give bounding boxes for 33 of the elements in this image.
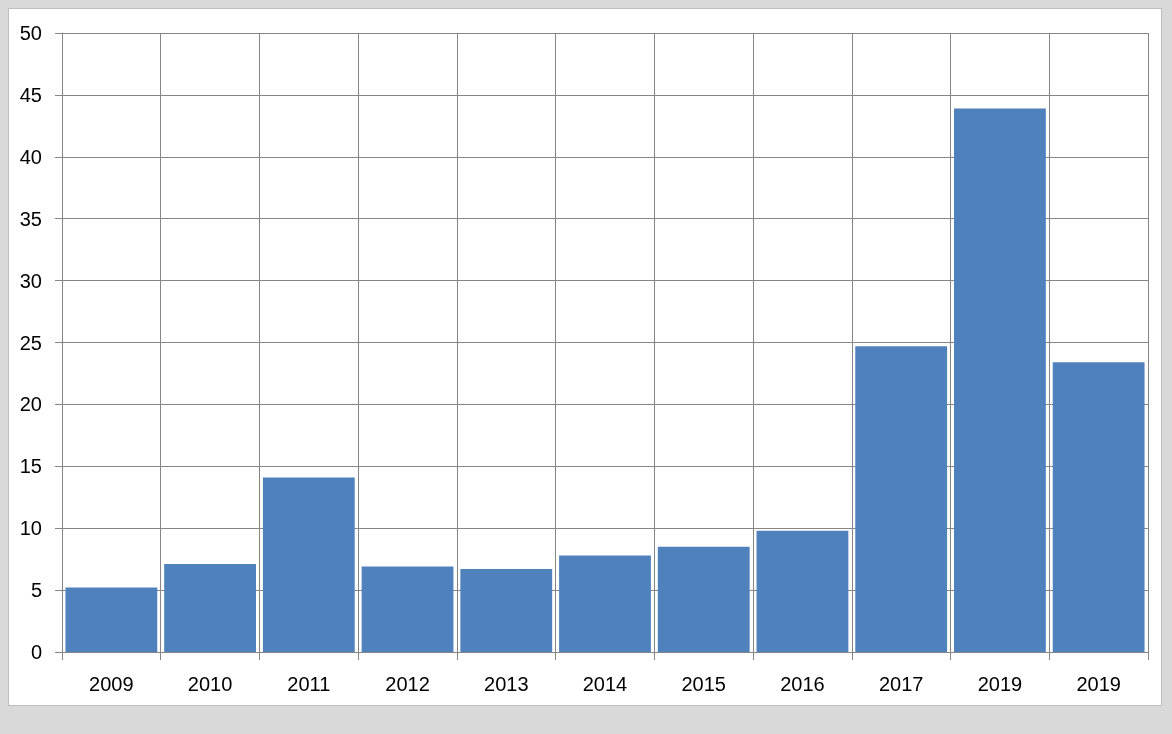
y-tick-label: 35 [19,207,42,230]
bar [657,546,750,652]
x-tick-label: 2012 [385,673,430,695]
y-tick-label: 20 [19,393,42,416]
bar [954,108,1046,652]
bar [164,564,256,652]
bar [756,530,849,652]
x-tick-label: 2009 [89,673,134,695]
y-tick-label: 15 [19,455,42,478]
y-tick-label: 25 [19,331,42,354]
y-tick-label: 45 [19,83,42,106]
y-tick-label: 40 [19,145,42,168]
bar [1052,362,1145,652]
x-tick-label: 2016 [780,673,825,695]
x-tick-label: 2017 [878,673,924,695]
x-tick-label: 2013 [484,673,529,695]
x-tick-label: 2015 [681,673,726,695]
x-tick-label: 2011 [287,673,331,695]
x-tick-label: 2010 [187,673,233,695]
y-tick-label: 30 [19,269,42,292]
y-tick-label: 5 [30,579,42,602]
bar [855,346,948,652]
bar [361,566,454,652]
y-tick-label: 0 [30,641,42,663]
y-tick-label: 10 [19,517,42,540]
bar [262,477,355,652]
bar [460,569,553,652]
x-tick-label: 2019 [977,673,1023,695]
bar [65,587,158,652]
bar [559,555,651,652]
y-tick-label: 50 [19,22,42,44]
x-tick-label: 2014 [582,673,628,695]
x-tick-label: 2019 [1076,673,1121,695]
